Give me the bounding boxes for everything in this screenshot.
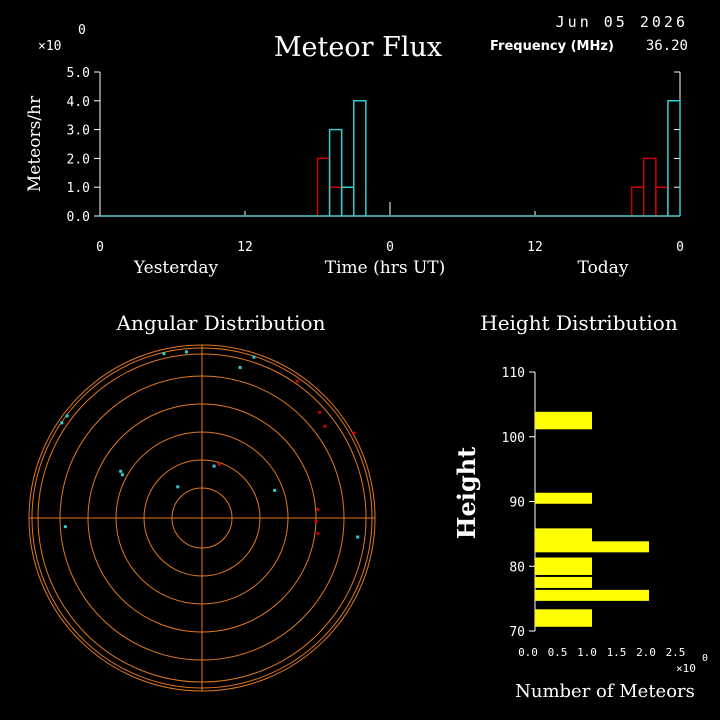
flux-x-tick-label: 12 — [237, 240, 253, 255]
flux-bar — [353, 100, 367, 216]
height-bar — [535, 541, 649, 553]
flux-chart: 0.0 1.0 2.0 3.0 4.0 5.0 0 12 0 12 0 Meteors/hr Ti… — [25, 66, 684, 278]
polar-point — [323, 424, 327, 428]
polar-point — [316, 532, 320, 536]
flux-y-tick-label: 2.0 — [67, 152, 90, 167]
polar-point — [273, 488, 277, 492]
day-label-today: Today — [578, 258, 629, 278]
height-bar — [535, 557, 592, 569]
height-x-tick-label: 0.5 — [548, 646, 568, 659]
height-x-multiplier-exponent: 0 — [702, 653, 708, 664]
height-x-multiplier-label: ×10 — [676, 662, 696, 675]
height-x-tick-label: 2.5 — [666, 646, 686, 659]
polar-point — [316, 507, 320, 511]
height-y-tick-label: 80 — [509, 560, 525, 575]
flux-bar — [316, 157, 331, 216]
flux-x-tick-label: 0 — [96, 240, 104, 255]
height-y-tick-label: 110 — [502, 366, 525, 381]
flux-exponent-label: ×10 — [38, 39, 61, 54]
height-bar — [535, 534, 592, 546]
angular-distribution-chart — [28, 344, 376, 692]
height-bar — [535, 615, 592, 627]
polar-point — [252, 355, 256, 359]
polar-point — [119, 469, 123, 473]
polar-point — [314, 519, 318, 523]
height-x-tick-label: 0.0 — [518, 646, 538, 659]
polar-point — [176, 485, 180, 489]
polar-point — [318, 410, 322, 414]
height-bar — [535, 609, 592, 621]
flux-bar — [328, 128, 343, 216]
flux-x-tick-label: 0 — [386, 240, 394, 255]
height-y-tick-label: 90 — [509, 496, 525, 511]
polar-point — [238, 365, 242, 369]
height-bar — [535, 563, 592, 575]
angular-title: Angular Distribution — [116, 311, 326, 335]
height-title: Height Distribution — [480, 311, 678, 335]
flux-bar — [655, 186, 669, 216]
flux-x-label: Time (hrs UT) — [325, 258, 446, 278]
flux-bar — [630, 186, 645, 216]
flux-bar — [667, 100, 681, 216]
polar-point — [63, 525, 67, 529]
frequency-label: Frequency (MHz) — [490, 39, 614, 54]
flux-y-tick-label: 0.0 — [67, 210, 90, 225]
polar-point — [217, 462, 221, 466]
height-y-tick-label: 70 — [509, 625, 525, 640]
flux-bar — [340, 186, 355, 216]
height-bar — [535, 492, 592, 504]
height-y-label: Height — [452, 447, 481, 539]
report-date: Jun 05 2026 — [556, 13, 688, 31]
polar-point — [162, 352, 166, 356]
height-bar — [535, 528, 592, 540]
height-x-tick-label: 2.0 — [636, 646, 656, 659]
day-label-yesterday: Yesterday — [133, 258, 219, 278]
flux-y-label: Meteors/hr — [25, 95, 45, 192]
flux-y-tick-label: 4.0 — [67, 95, 90, 110]
height-x-label: Number of Meteors — [515, 681, 695, 702]
polar-point — [60, 421, 64, 425]
polar-point — [184, 350, 188, 354]
polar-point — [356, 535, 360, 539]
flux-bar — [643, 157, 657, 216]
height-x-tick-label: 1.0 — [577, 646, 597, 659]
height-bar — [535, 418, 592, 430]
height-distribution-chart: 70 80 90 100 110 0.0 0.5 1.0 1.5 2.0 2.5 Height ×… — [452, 366, 708, 702]
flux-y-tick-label: 3.0 — [67, 124, 90, 139]
flux-title: Meteor Flux — [274, 32, 442, 63]
flux-x-tick-label: 12 — [527, 240, 543, 255]
polar-point — [295, 379, 299, 383]
frequency-value: 36.20 — [646, 38, 688, 54]
flux-y-tick-label: 5.0 — [67, 66, 90, 81]
flux-bar — [328, 186, 343, 216]
height-bar — [535, 411, 592, 423]
height-y-tick-label: 100 — [502, 431, 525, 446]
polar-point — [120, 473, 124, 477]
polar-point — [65, 414, 69, 418]
height-x-tick-label: 1.5 — [607, 646, 627, 659]
flux-y-tick-label: 1.0 — [67, 181, 90, 196]
polar-point — [352, 431, 356, 435]
polar-point — [212, 464, 216, 468]
height-bar — [535, 589, 649, 601]
flux-x-tick-label: 0 — [676, 240, 684, 255]
height-bar — [535, 576, 592, 588]
flux-exponent-value: 0 — [78, 23, 86, 38]
